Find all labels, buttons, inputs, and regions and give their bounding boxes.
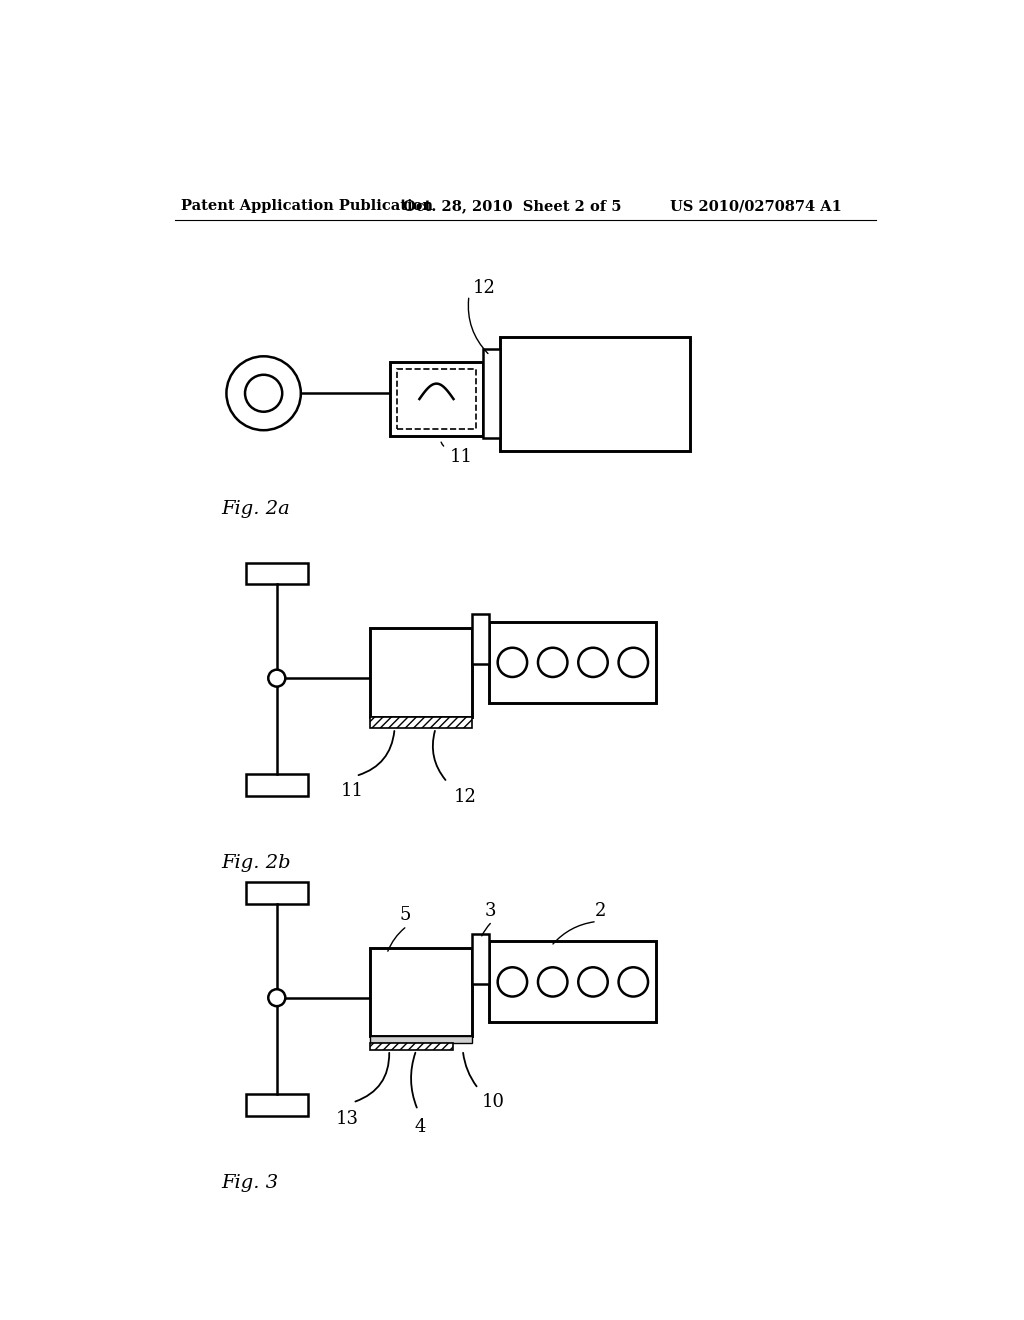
- Bar: [472, 933, 489, 983]
- Bar: [472, 614, 489, 664]
- Text: 11: 11: [341, 783, 364, 800]
- Circle shape: [498, 648, 527, 677]
- Text: 3: 3: [485, 902, 497, 920]
- Text: 12: 12: [454, 788, 476, 807]
- Circle shape: [538, 648, 567, 677]
- Text: 2: 2: [595, 902, 606, 920]
- Text: 4: 4: [415, 1118, 426, 1137]
- Bar: [246, 562, 308, 585]
- Bar: [500, 337, 690, 451]
- Bar: [390, 363, 483, 436]
- Bar: [483, 350, 500, 438]
- Circle shape: [579, 968, 607, 997]
- Circle shape: [579, 648, 607, 677]
- Circle shape: [268, 669, 286, 686]
- Bar: [370, 717, 472, 729]
- Text: Fig. 2b: Fig. 2b: [221, 854, 291, 873]
- Text: 5: 5: [399, 907, 412, 924]
- Bar: [246, 1094, 308, 1115]
- Text: Patent Application Publication: Patent Application Publication: [180, 199, 433, 213]
- Bar: [370, 1036, 472, 1043]
- Circle shape: [498, 968, 527, 997]
- Circle shape: [618, 648, 648, 677]
- Bar: [370, 948, 472, 1036]
- Text: 11: 11: [450, 449, 473, 466]
- Circle shape: [618, 968, 648, 997]
- Bar: [246, 775, 308, 796]
- Circle shape: [538, 968, 567, 997]
- Text: 12: 12: [473, 279, 496, 297]
- Text: 13: 13: [336, 1110, 359, 1129]
- Bar: [489, 941, 655, 1022]
- Text: US 2010/0270874 A1: US 2010/0270874 A1: [671, 199, 843, 213]
- Circle shape: [268, 989, 286, 1006]
- Text: 10: 10: [481, 1093, 505, 1111]
- Text: Oct. 28, 2010  Sheet 2 of 5: Oct. 28, 2010 Sheet 2 of 5: [403, 199, 622, 213]
- Bar: [489, 622, 655, 702]
- Text: Fig. 2a: Fig. 2a: [221, 500, 290, 517]
- Bar: [370, 1043, 453, 1051]
- Bar: [370, 628, 472, 717]
- Bar: [246, 882, 308, 904]
- Bar: [397, 370, 476, 429]
- Text: Fig. 3: Fig. 3: [221, 1173, 279, 1192]
